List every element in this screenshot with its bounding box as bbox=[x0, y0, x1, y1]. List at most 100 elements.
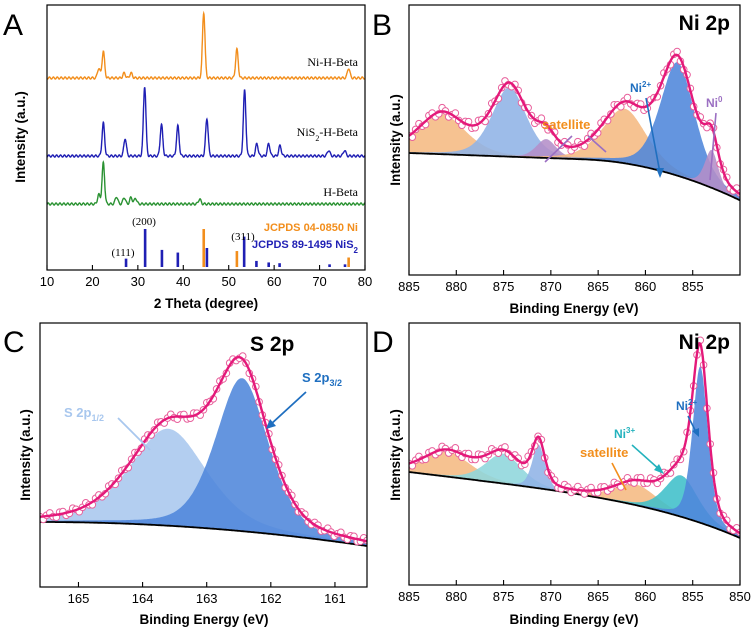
panel-c-component-s-2p3-2-1 bbox=[40, 378, 367, 546]
panel-b-background bbox=[409, 152, 740, 202]
panel-b-xtick-label-865: 865 bbox=[587, 279, 609, 294]
panel-d-xtick-label-850: 850 bbox=[729, 589, 751, 604]
panel-d-label: D bbox=[372, 326, 394, 359]
panel-b-component-ni0-2p1-2-2 bbox=[500, 139, 592, 160]
panel-b-xlabel: Binding Energy (eV) bbox=[509, 301, 638, 316]
panel-b-component-ni2-2p1-2-1 bbox=[409, 87, 665, 172]
ref-label-nis2: JCPDS 89-1495 NiS2 bbox=[252, 239, 359, 255]
panel-d-ylabel: Intensity (a.u.) bbox=[388, 409, 403, 501]
panel-d-satellite-label: satellite bbox=[580, 445, 628, 460]
panel-d-ni2plus-label: Ni2+ bbox=[676, 398, 697, 413]
panel-d-component-ni2-2p1-2-2 bbox=[493, 444, 584, 496]
panel-d-ni3plus-label: Ni3+ bbox=[614, 426, 635, 441]
panel-c-title: S 2p bbox=[250, 333, 294, 356]
miller-311: (311) bbox=[231, 231, 255, 243]
panel-d-component-ni-2p1-2-satellite-0 bbox=[409, 451, 574, 494]
panel-b-ylabel: Intensity (a.u.) bbox=[388, 94, 403, 186]
panel-c-s2p12-label: S 2p1/2 bbox=[64, 405, 104, 423]
panel-d-ni2p: D 885 880 875 870 865 860 855 850 Ni 2p Binding… bbox=[372, 322, 751, 627]
panel-d-xtick-label-855: 855 bbox=[682, 589, 704, 604]
xrd-pattern-nis2-h-beta bbox=[47, 87, 365, 158]
panel-a-frame bbox=[46, 4, 366, 271]
panel-b-component-ni0-5 bbox=[667, 150, 740, 201]
panel-b-label: B bbox=[372, 9, 392, 42]
panel-d-component-satellite-3 bbox=[530, 484, 740, 538]
panel-a-xtick-label-60: 60 bbox=[267, 274, 281, 289]
panel-c-s2p32-arrowhead bbox=[266, 419, 276, 429]
panel-d-xtick-label-875: 875 bbox=[493, 589, 515, 604]
panel-d-xtick-label-870: 870 bbox=[540, 589, 562, 604]
panel-b-xtick-label-870: 870 bbox=[540, 279, 562, 294]
panel-b-ni2p: B 885 880 875 870 865 860 855 Ni 2p Binding En… bbox=[372, 4, 741, 316]
panel-b-component-ni2-4 bbox=[477, 62, 740, 201]
panel-c-xtick-label-165: 165 bbox=[68, 591, 90, 606]
panel-b-xtick-label-855: 855 bbox=[682, 279, 704, 294]
panel-a-xtick-label-40: 40 bbox=[176, 274, 190, 289]
panel-b-satellite-label: satellite bbox=[542, 117, 590, 132]
panel-b-xtick-label-880: 880 bbox=[445, 279, 467, 294]
panel-b-data-point bbox=[623, 93, 632, 102]
panel-d-ni2plus-arrow bbox=[687, 415, 697, 433]
panel-d-ni3plus-arrow bbox=[631, 444, 661, 471]
ref-label-ni: JCPDS 04-0850 Ni bbox=[264, 222, 358, 234]
xrd-pattern-ni-h-beta bbox=[47, 10, 365, 80]
panel-b-fit-envelope bbox=[409, 53, 740, 196]
panel-c-background bbox=[40, 521, 367, 547]
panel-c-xtick-label-163: 163 bbox=[196, 591, 218, 606]
legend-h-beta: H-Beta bbox=[323, 185, 358, 199]
panel-a-xtick-label-20: 20 bbox=[85, 274, 99, 289]
panel-b-satellite-arrow-a bbox=[544, 135, 573, 163]
panel-a-xtick-label-30: 30 bbox=[131, 274, 145, 289]
panel-b-component-ni-2p1-2-satellite-0 bbox=[409, 114, 603, 161]
panel-d-ni3plus-arrowhead bbox=[654, 464, 664, 474]
panel-b-title: Ni 2p bbox=[679, 12, 730, 35]
panel-c-s2p32-arrow bbox=[269, 391, 307, 426]
panel-b-xtick-label-885: 885 bbox=[398, 279, 420, 294]
panel-a-xlabel: 2 Theta (degree) bbox=[154, 296, 258, 311]
panel-c-s2p32-label: S 2p3/2 bbox=[302, 370, 342, 388]
panel-c-fit-envelope bbox=[40, 355, 367, 543]
panel-a-xtick-label-80: 80 bbox=[358, 274, 372, 289]
panel-c-xlabel: Binding Energy (eV) bbox=[139, 612, 268, 627]
panel-a-ylabel: Intensity (a.u.) bbox=[13, 91, 28, 183]
panel-a-xrd: A 10 20 30 40 50 60 70 80 2 Theta (degree) Inte… bbox=[3, 4, 372, 311]
panel-b-ni2plus-arrow bbox=[645, 97, 661, 174]
panel-b-xtick-label-875: 875 bbox=[493, 279, 515, 294]
panel-d-satellite-arrow bbox=[611, 462, 627, 491]
panel-d-xtick-label-865: 865 bbox=[587, 589, 609, 604]
panel-b-ni0-label: Ni0 bbox=[706, 95, 723, 110]
panel-d-ni2plus-arrowhead bbox=[692, 428, 699, 437]
panel-b-satellite-arrow-b bbox=[587, 135, 607, 153]
panel-c-frame bbox=[39, 322, 368, 588]
panel-a-xtick-label-70: 70 bbox=[312, 274, 326, 289]
panel-b-ni2plus-arrowhead bbox=[656, 168, 664, 178]
panel-b-frame bbox=[408, 4, 741, 276]
panel-d-xtick-label-885: 885 bbox=[398, 589, 420, 604]
panel-c-s2p12-arrow bbox=[117, 417, 151, 451]
panel-b-xtick-label-860: 860 bbox=[635, 279, 657, 294]
panel-a-xtick-label-10: 10 bbox=[40, 274, 54, 289]
panel-c-xtick-label-161: 161 bbox=[324, 591, 346, 606]
panel-d-xtick-label-860: 860 bbox=[635, 589, 657, 604]
panel-d-fit-envelope bbox=[409, 341, 740, 535]
panel-b-ni0-arrow bbox=[709, 112, 717, 181]
panel-d-xtick-label-880: 880 bbox=[445, 589, 467, 604]
panel-d-frame bbox=[408, 322, 741, 586]
panel-b-component-satellite-3 bbox=[450, 108, 740, 201]
panel-d-component-ni3-2p1-2-1 bbox=[409, 453, 611, 500]
miller-111: (111) bbox=[111, 247, 134, 259]
panel-d-component-ni3-4 bbox=[567, 475, 740, 538]
xrd-pattern-h-beta bbox=[47, 160, 365, 206]
panel-c-s2p: C 165 164 163 162 161 S 2p Binding Energy (e… bbox=[3, 322, 368, 627]
panel-d-xlabel: Binding Energy (eV) bbox=[509, 612, 638, 627]
panel-a-xtick-label-50: 50 bbox=[221, 274, 235, 289]
panel-d-title: Ni 2p bbox=[679, 331, 730, 354]
panel-c-label: C bbox=[3, 326, 25, 359]
legend-nis2-h-beta: NiS2-H-Beta bbox=[297, 125, 359, 143]
legend-ni-h-beta: Ni-H-Beta bbox=[307, 55, 358, 69]
panel-c-ylabel: Intensity (a.u.) bbox=[18, 409, 33, 501]
miller-200: (200) bbox=[132, 216, 156, 228]
panel-a-label: A bbox=[3, 9, 23, 42]
panel-c-xtick-label-162: 162 bbox=[260, 591, 282, 606]
